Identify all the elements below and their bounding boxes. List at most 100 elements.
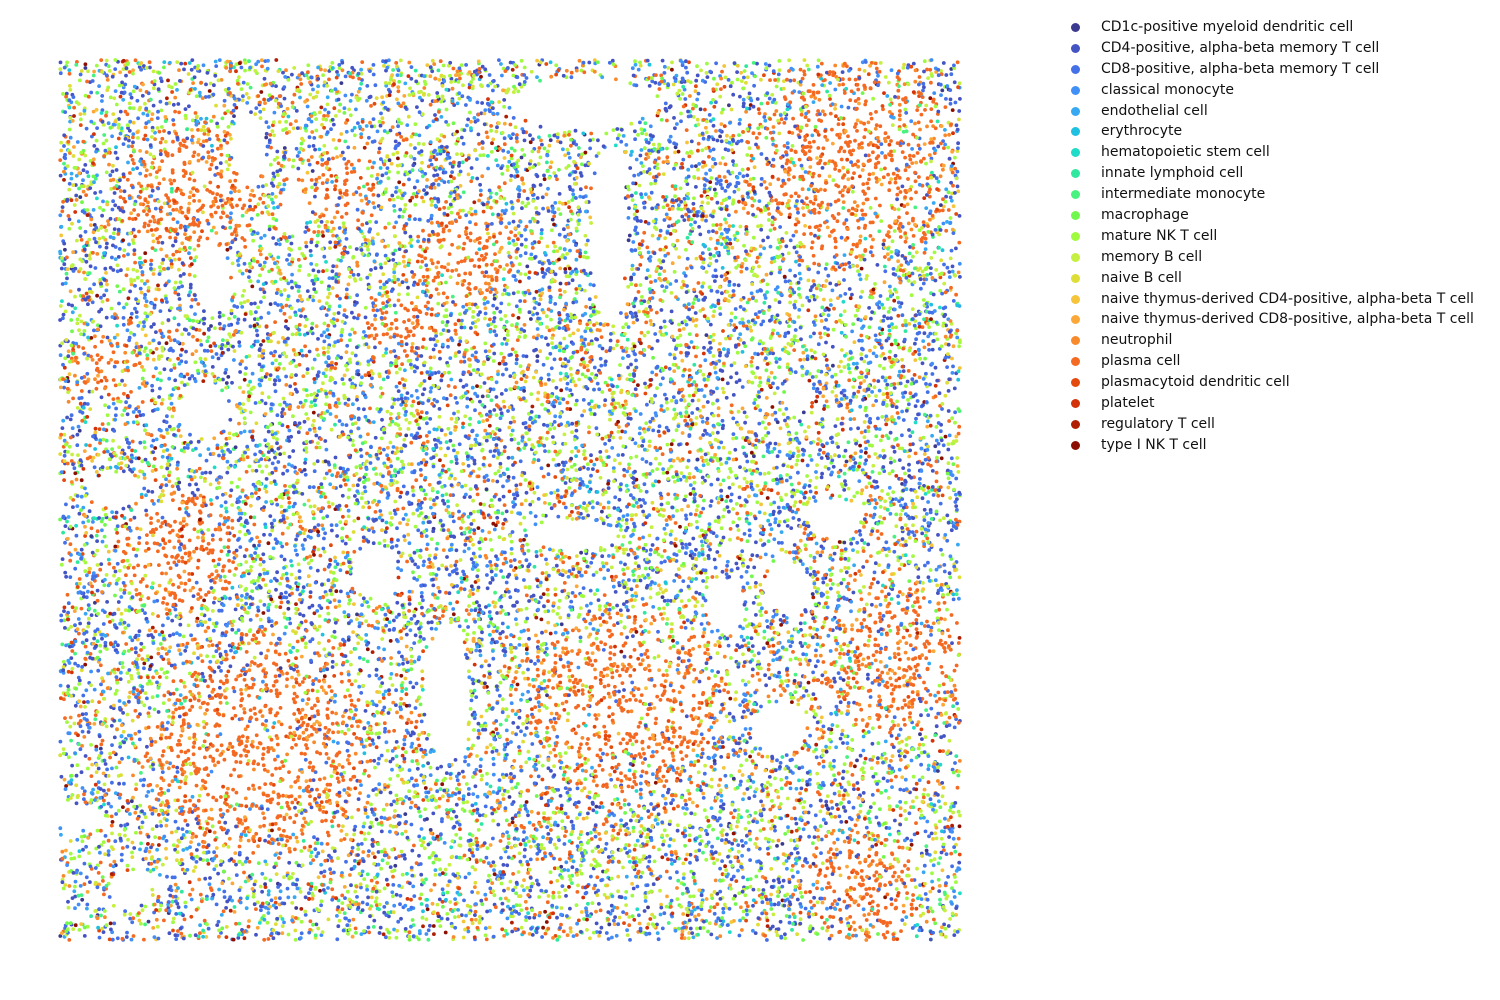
scatter-point (740, 167, 745, 172)
scatter-point (184, 645, 189, 649)
scatter-point (838, 700, 843, 705)
scatter-point (704, 661, 709, 666)
scatter-point (673, 194, 677, 199)
scatter-point (214, 569, 219, 574)
scatter-point (707, 285, 712, 290)
scatter-point (632, 272, 636, 277)
scatter-point (173, 95, 178, 100)
scatter-point (480, 101, 484, 105)
scatter-point (259, 236, 263, 240)
scatter-point (900, 537, 905, 541)
scatter-point (836, 598, 841, 602)
scatter-point (702, 183, 707, 188)
scatter-point (500, 172, 505, 176)
scatter-point (475, 492, 480, 497)
scatter-point (383, 253, 388, 258)
scatter-point (633, 137, 637, 142)
scatter-point (80, 839, 85, 844)
scatter-point (756, 632, 760, 637)
scatter-point (123, 626, 128, 630)
scatter-point (757, 131, 762, 136)
scatter-point (909, 838, 914, 843)
scatter-point (581, 452, 586, 457)
scatter-point (106, 549, 111, 554)
scatter-point (139, 921, 143, 926)
scatter-point (326, 110, 331, 115)
scatter-point (949, 198, 954, 203)
scatter-point (813, 233, 817, 238)
scatter-point (226, 669, 231, 674)
scatter-point (603, 398, 608, 403)
scatter-point (144, 150, 149, 155)
scatter-point (762, 180, 767, 184)
scatter-point (407, 937, 412, 942)
scatter-point (425, 178, 429, 182)
scatter-point (356, 406, 361, 411)
scatter-point (434, 334, 438, 338)
scatter-point (260, 64, 264, 69)
scatter-point (855, 680, 859, 685)
scatter-point (675, 897, 680, 901)
scatter-point (637, 574, 641, 579)
scatter-point (855, 264, 860, 268)
scatter-point (438, 458, 442, 463)
scatter-point (324, 394, 329, 399)
scatter-point (680, 63, 685, 68)
scatter-point (136, 671, 141, 676)
scatter-point (150, 625, 155, 630)
scatter-point (483, 306, 488, 311)
scatter-point (529, 317, 533, 321)
scatter-point (77, 849, 82, 854)
scatter-point (321, 173, 326, 177)
scatter-point (255, 613, 259, 618)
scatter-point (751, 371, 756, 376)
scatter-point (304, 735, 309, 740)
scatter-point (321, 516, 326, 520)
scatter-point (584, 906, 588, 911)
scatter-point (189, 262, 194, 267)
scatter-point (101, 879, 105, 883)
scatter-point (281, 793, 285, 798)
scatter-point (755, 500, 760, 505)
scatter-point (874, 434, 879, 439)
scatter-point (696, 783, 700, 788)
scatter-point (480, 630, 484, 635)
scatter-point (611, 128, 616, 133)
scatter-point (342, 911, 347, 916)
scatter-point (173, 236, 178, 241)
scatter-point (606, 568, 610, 572)
scatter-point (531, 715, 535, 719)
scatter-point (924, 371, 928, 376)
scatter-point (171, 498, 175, 502)
scatter-point (468, 110, 472, 115)
scatter-point (839, 820, 844, 824)
scatter-point (698, 364, 703, 368)
scatter-point (294, 611, 299, 616)
scatter-point (711, 123, 716, 128)
scatter-point (502, 142, 507, 147)
scatter-point (392, 927, 396, 932)
scatter-point (789, 465, 794, 469)
scatter-point (898, 787, 903, 792)
scatter-point (68, 289, 73, 294)
scatter-point (568, 877, 573, 882)
scatter-point (381, 120, 385, 125)
scatter-point (453, 302, 458, 307)
scatter-point (234, 630, 238, 635)
scatter-point (731, 432, 736, 436)
scatter-point (308, 220, 313, 225)
scatter-point (459, 913, 464, 917)
scatter-point (159, 444, 164, 449)
scatter-point (206, 625, 211, 630)
scatter-point (471, 77, 475, 81)
scatter-point (325, 220, 330, 224)
scatter-point (445, 555, 449, 559)
scatter-point (394, 892, 399, 897)
scatter-point (739, 763, 743, 768)
scatter-point (957, 366, 962, 370)
scatter-point (929, 858, 933, 863)
scatter-point (886, 80, 891, 85)
scatter-point (203, 808, 208, 813)
scatter-point (238, 545, 243, 549)
scatter-point (674, 279, 679, 283)
